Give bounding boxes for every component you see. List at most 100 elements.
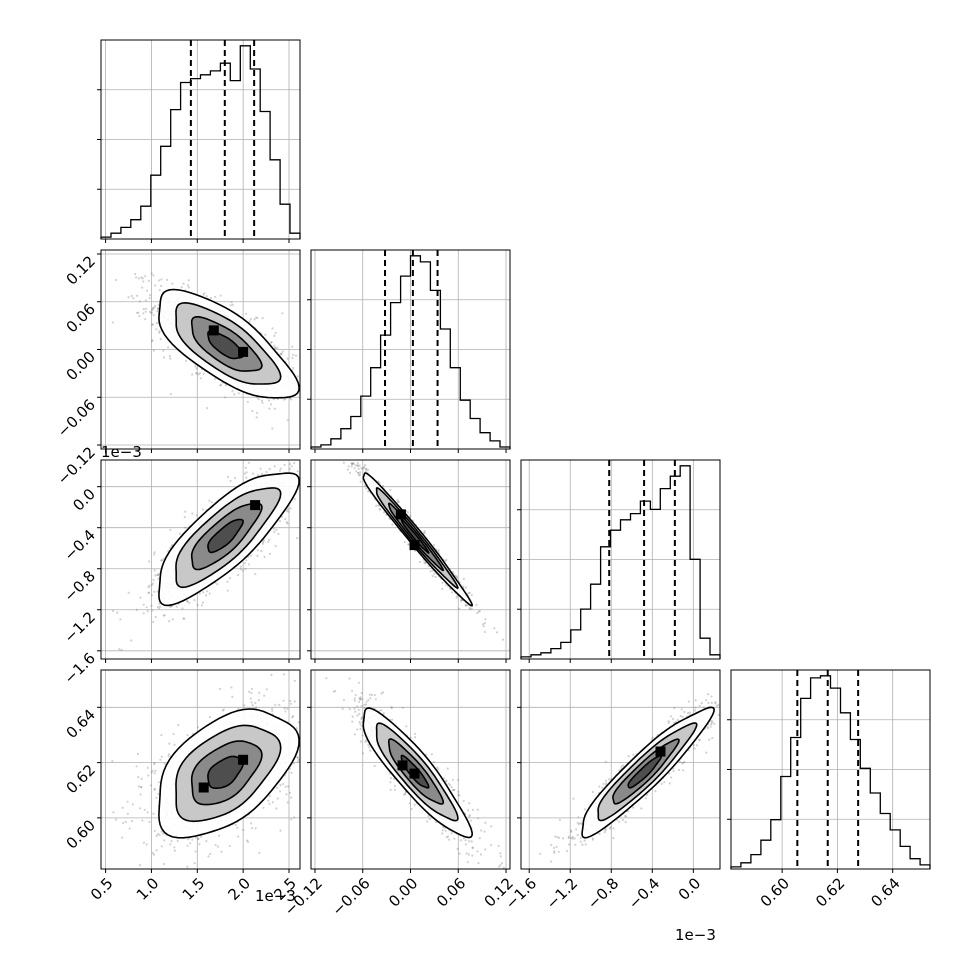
sample-point	[248, 691, 250, 693]
sample-point	[156, 322, 158, 324]
sample-point	[359, 471, 361, 473]
sample-point	[294, 700, 296, 702]
sample-point	[194, 365, 196, 367]
sample-point	[152, 579, 154, 581]
sample-point	[118, 648, 120, 650]
sample-point	[138, 315, 140, 317]
sample-point	[245, 559, 247, 561]
sample-point	[238, 392, 240, 394]
sample-point	[169, 529, 171, 531]
sample-point	[149, 311, 151, 313]
sample-point	[152, 274, 154, 276]
sample-point	[152, 813, 154, 815]
sample-point	[141, 819, 143, 821]
sample-point	[261, 473, 263, 475]
sample-point	[164, 763, 166, 765]
sample-point	[157, 578, 159, 580]
sample-point	[290, 796, 292, 798]
sample-point	[121, 649, 123, 651]
sample-point	[279, 520, 281, 522]
sample-point	[159, 289, 161, 291]
sample-point	[152, 621, 154, 623]
sample-point	[264, 556, 266, 558]
sample-point	[240, 568, 242, 570]
sample-point	[177, 840, 179, 842]
sample-point	[121, 837, 123, 839]
sample-point	[435, 576, 437, 578]
sample-point	[154, 569, 156, 571]
sample-point	[135, 276, 137, 278]
sample-point	[189, 842, 191, 844]
sample-point	[262, 317, 264, 319]
sample-point	[297, 761, 299, 763]
sample-point	[254, 702, 256, 704]
sample-point	[476, 612, 478, 614]
sample-point	[119, 618, 121, 620]
sample-point	[451, 591, 453, 593]
sample-point	[274, 347, 276, 349]
sample-point	[231, 696, 233, 698]
sample-point	[136, 765, 138, 767]
sample-point	[168, 743, 170, 745]
sample-point	[290, 398, 292, 400]
sample-point	[166, 279, 168, 281]
sample-point	[270, 403, 272, 405]
sample-point	[224, 396, 226, 398]
sample-point	[201, 604, 203, 606]
sample-point	[263, 695, 265, 697]
sample-point	[237, 835, 239, 837]
sample-point	[229, 577, 231, 579]
sample-point	[131, 295, 133, 297]
sample-point	[367, 490, 369, 492]
sample-point	[202, 591, 204, 593]
sample-point	[356, 464, 358, 466]
sample-point	[404, 541, 406, 543]
sample-point	[199, 592, 201, 594]
sample-point	[186, 600, 188, 602]
sample-point	[136, 312, 138, 314]
sample-point	[462, 585, 464, 587]
histogram-step-2	[521, 466, 720, 659]
sample-point	[170, 393, 172, 395]
sample-point	[291, 357, 293, 359]
sample-point	[156, 591, 158, 593]
sample-point	[235, 824, 237, 826]
sample-point	[242, 570, 244, 572]
sample-point	[157, 307, 159, 309]
sample-point	[156, 849, 158, 851]
sample-point	[398, 501, 400, 503]
sample-point	[378, 505, 380, 507]
sample-point	[256, 555, 258, 557]
sample-point	[397, 499, 399, 501]
sample-point	[256, 416, 258, 418]
sample-point	[295, 355, 297, 357]
sample-point	[279, 470, 281, 472]
sample-point	[137, 753, 139, 755]
sample-point	[365, 469, 367, 471]
sample-point	[351, 465, 353, 467]
sample-point	[162, 350, 164, 352]
sample-point	[203, 373, 205, 375]
sample-point	[251, 827, 253, 829]
sample-point	[269, 795, 271, 797]
sample-point	[142, 277, 144, 279]
sample-point	[277, 533, 279, 535]
sample-point	[136, 295, 138, 297]
sample-point	[441, 588, 443, 590]
sample-point	[158, 607, 160, 609]
sample-point	[360, 481, 362, 483]
sample-point	[191, 373, 193, 375]
sample-point	[282, 351, 284, 353]
sample-point	[187, 845, 189, 847]
sample-point	[260, 468, 262, 470]
sample-point	[209, 716, 211, 718]
sample-point	[150, 605, 152, 607]
sample-point	[132, 803, 134, 805]
sample-point	[432, 575, 434, 577]
sample-point	[252, 704, 254, 706]
sample-point	[268, 539, 270, 541]
panel-2-0	[112, 462, 300, 651]
sample-point	[255, 827, 257, 829]
sample-point	[203, 292, 205, 294]
sample-point	[348, 465, 350, 467]
